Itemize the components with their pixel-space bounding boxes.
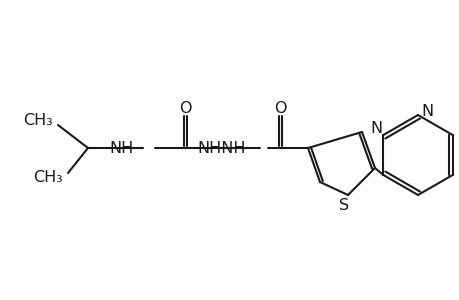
Text: S: S bbox=[338, 197, 348, 212]
Text: N: N bbox=[420, 103, 432, 118]
Text: CH₃: CH₃ bbox=[23, 112, 53, 128]
Text: O: O bbox=[179, 100, 191, 116]
Text: NH: NH bbox=[109, 140, 133, 155]
Text: NHNH: NHNH bbox=[197, 140, 246, 155]
Text: O: O bbox=[273, 100, 285, 116]
Text: CH₃: CH₃ bbox=[33, 170, 63, 185]
Text: N: N bbox=[369, 121, 381, 136]
